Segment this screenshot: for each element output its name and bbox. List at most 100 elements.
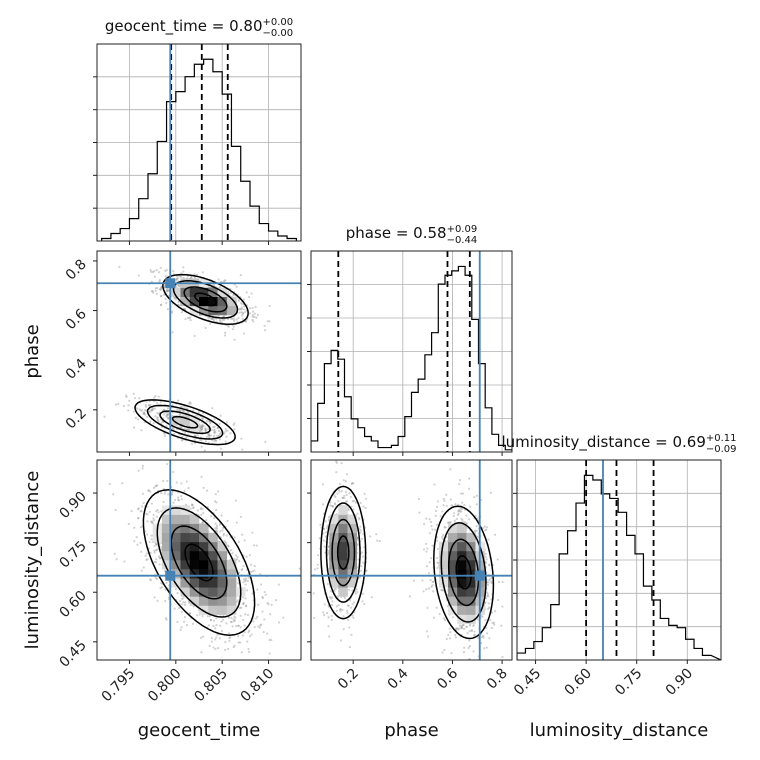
sample-point: [237, 298, 240, 301]
sample-point: [231, 317, 234, 320]
sample-point: [244, 613, 247, 616]
density-cell: [329, 560, 339, 570]
sample-point: [329, 501, 332, 504]
sample-point: [159, 266, 162, 270]
sample-point: [325, 526, 329, 529]
hist-outline-phase: [311, 265, 512, 452]
sample-point: [127, 409, 130, 412]
sample-point: [468, 477, 471, 480]
sample-point: [200, 439, 203, 442]
sample-point: [360, 537, 364, 540]
sample-point: [201, 425, 204, 428]
sample-point: [255, 316, 258, 319]
sample-point: [467, 646, 470, 649]
sample-point: [251, 306, 254, 310]
sample-point: [346, 609, 349, 612]
sample-point: [322, 527, 325, 531]
sample-point: [137, 469, 140, 472]
sample-point: [222, 534, 225, 537]
sample-point: [177, 499, 181, 502]
sample-point: [135, 536, 138, 539]
sample-point: [141, 492, 145, 495]
sample-point: [213, 517, 216, 520]
sample-point: [214, 647, 217, 651]
sample-point: [178, 413, 181, 416]
hist-bar-phase-26: [485, 408, 492, 452]
contour-0-0: [455, 555, 472, 590]
sample-point: [484, 529, 487, 532]
sample-point: [159, 288, 162, 291]
sample-point: [172, 270, 175, 273]
sample-point: [227, 293, 230, 296]
sample-point: [157, 271, 161, 274]
density-cell: [199, 605, 209, 615]
sample-point: [277, 583, 280, 586]
sample-point: [238, 559, 241, 563]
sample-point: [210, 636, 213, 640]
sample-point: [159, 400, 162, 404]
sample-point: [209, 322, 212, 325]
sample-point: [443, 526, 446, 529]
sample-point: [245, 555, 248, 558]
sample-point: [216, 530, 219, 533]
sample-point: [447, 521, 450, 524]
sample-point: [470, 629, 473, 633]
contour-0-3: [142, 489, 256, 636]
sample-point: [185, 428, 188, 431]
sample-point: [150, 502, 153, 505]
sample-point: [264, 593, 267, 596]
sample-point: [155, 549, 158, 552]
sample-point: [226, 647, 230, 651]
sample-point: [187, 486, 190, 490]
sample-point: [244, 597, 247, 600]
sample-point: [337, 488, 341, 491]
sample-point: [179, 628, 182, 631]
sample-point: [232, 557, 236, 561]
sample-point: [212, 624, 215, 627]
sample-point: [369, 535, 372, 538]
sample-point: [456, 627, 459, 630]
density-cell: [189, 415, 200, 425]
density-cell: [466, 560, 476, 570]
sample-point: [182, 270, 185, 273]
sample-point: [335, 461, 338, 465]
sample-point: [179, 413, 182, 416]
sample-point: [125, 395, 128, 399]
sample-point: [177, 498, 180, 501]
density-cell: [457, 541, 467, 552]
sample-point: [432, 616, 436, 619]
sample-point: [200, 429, 203, 432]
sample-point: [251, 315, 254, 319]
sample-point: [346, 500, 349, 503]
sample-point: [351, 589, 354, 592]
sample-point: [149, 579, 153, 582]
sample-point: [443, 648, 446, 652]
sample-point: [217, 490, 220, 493]
sample-point: [180, 498, 183, 501]
sample-point: [250, 633, 253, 636]
sample-point: [204, 429, 207, 432]
sample-point: [362, 533, 365, 536]
sample-point: [201, 614, 204, 618]
sample-point: [178, 409, 182, 412]
sample-point: [218, 318, 222, 321]
sample-point: [153, 551, 156, 554]
sample-point: [140, 569, 143, 572]
density-cell: [180, 560, 191, 570]
sample-point: [201, 507, 204, 511]
density-cell: [171, 415, 181, 425]
hist-bar-phase-19: [438, 284, 445, 452]
sample-point: [449, 468, 452, 471]
sample-point: [220, 514, 223, 517]
sample-point: [247, 647, 250, 651]
sample-point: [347, 618, 350, 622]
sample-point: [331, 603, 334, 606]
sample-point: [236, 599, 240, 602]
sample-point: [171, 426, 174, 429]
sample-point: [215, 636, 218, 639]
sample-point: [150, 280, 153, 283]
sample-point: [180, 439, 183, 442]
sample-point: [212, 436, 215, 439]
sample-point: [354, 501, 357, 504]
sample-point: [229, 636, 232, 639]
